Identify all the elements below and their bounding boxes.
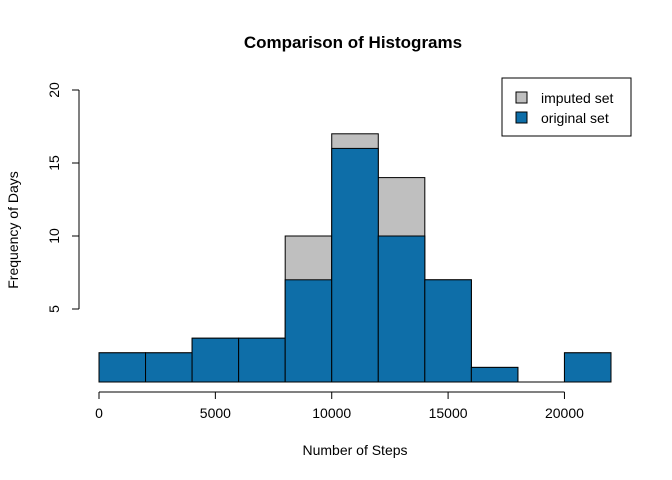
x-tick-label-5000: 5000 (200, 405, 231, 421)
original-bar-10 (563, 352, 612, 383)
y-tick-label-5: 5 (46, 305, 62, 313)
original-bar-3 (238, 337, 286, 383)
legend-label-original: original set (541, 110, 609, 126)
y-axis: 5 10 15 20 (46, 82, 80, 313)
x-axis-label: Number of Steps (302, 442, 407, 458)
original-bar-7 (424, 279, 472, 383)
x-tick-label-0: 0 (95, 405, 103, 421)
y-tick-label-15: 15 (46, 155, 62, 171)
original-bar-6 (377, 235, 426, 383)
original-bar-1 (145, 352, 193, 383)
y-tick-label-10: 10 (46, 228, 62, 244)
x-axis: 0 5000 10000 15000 20000 (95, 391, 584, 421)
original-bar-4 (284, 279, 333, 383)
legend-box (501, 77, 632, 137)
legend-swatch-imputed (515, 91, 528, 104)
x-tick-label-20000: 20000 (545, 405, 584, 421)
legend-label-imputed: imputed set (541, 90, 613, 106)
original-bars (98, 147, 612, 383)
original-bar-5 (331, 147, 379, 383)
original-bar-2 (191, 337, 240, 383)
legend: imputed set original set (501, 77, 632, 137)
original-bar-0 (98, 352, 147, 383)
x-tick-label-10000: 10000 (312, 405, 351, 421)
y-tick-label-20: 20 (46, 82, 62, 98)
y-axis-label: Frequency of Days (5, 171, 21, 289)
original-bar-8 (470, 366, 519, 383)
chart-title: Comparison of Histograms (244, 33, 462, 52)
legend-swatch-original (515, 111, 528, 124)
x-tick-label-15000: 15000 (429, 405, 468, 421)
